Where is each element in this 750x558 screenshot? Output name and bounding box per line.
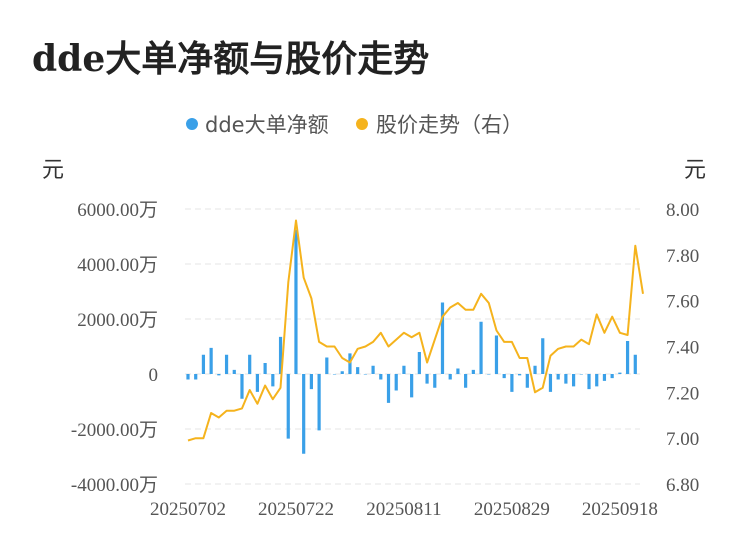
bar	[502, 374, 506, 379]
bar	[587, 374, 591, 390]
bar	[224, 354, 229, 374]
bar	[240, 374, 244, 399]
bar	[417, 352, 421, 374]
bar	[402, 365, 406, 374]
legend-label: dde大单净额	[205, 113, 329, 137]
bar	[618, 372, 622, 374]
bar	[302, 374, 306, 454]
bar	[625, 341, 630, 374]
legend-marker	[186, 118, 198, 130]
bar	[217, 374, 221, 376]
bar	[410, 374, 414, 398]
bar	[371, 365, 375, 374]
bar	[317, 374, 321, 431]
bar	[201, 354, 206, 374]
bar	[494, 335, 499, 374]
bar	[248, 354, 252, 374]
bar	[209, 347, 213, 374]
bar	[525, 374, 529, 388]
bar	[456, 368, 460, 374]
bar	[271, 374, 275, 387]
bar	[194, 374, 198, 380]
bar	[556, 374, 560, 380]
left-tick-label: -4000.00万	[71, 475, 158, 496]
bar	[571, 374, 576, 387]
bar	[448, 374, 452, 380]
bar	[533, 365, 537, 374]
bar	[294, 229, 298, 374]
bar	[232, 369, 236, 374]
x-tick-label: 20250722	[258, 499, 334, 520]
bar	[379, 374, 383, 380]
x-tick-label: 20250829	[474, 499, 550, 520]
bar	[386, 374, 391, 403]
right-tick-label: 8.00	[666, 200, 699, 221]
legend-marker	[356, 118, 368, 130]
bar	[595, 374, 599, 387]
bar	[479, 321, 483, 374]
legend: dde大单净额 股价走势（右）	[186, 113, 523, 137]
right-tick-label: 6.80	[666, 475, 699, 496]
price-line	[187, 219, 644, 442]
bar	[340, 371, 344, 374]
bar	[579, 374, 583, 375]
x-tick-label: 20250918	[582, 499, 658, 520]
bar	[286, 374, 290, 439]
chart-title: dde大单净额与股价走势	[32, 38, 430, 80]
gridlines	[185, 208, 640, 485]
bar	[602, 374, 607, 381]
x-tick-label: 20250702	[150, 499, 226, 520]
legend-label: 股价走势（右）	[376, 113, 523, 137]
right-tick-label: 7.00	[666, 429, 699, 450]
bar	[510, 374, 514, 392]
bar	[564, 374, 568, 384]
bar	[518, 374, 522, 376]
left-tick-label: -2000.00万	[71, 420, 158, 441]
bar	[425, 374, 429, 384]
bar	[363, 374, 367, 375]
bar	[440, 302, 445, 374]
left-tick-label: 0	[149, 365, 159, 386]
right-tick-label: 7.80	[666, 246, 699, 267]
bar	[263, 363, 267, 374]
bar	[278, 336, 283, 374]
bar	[255, 374, 260, 392]
bar	[433, 374, 437, 388]
right-axis-ticks: 8.00 7.80 7.60 7.40 7.20 7.00 6.80	[666, 200, 699, 496]
bar	[610, 374, 614, 379]
bar	[487, 374, 491, 375]
bar	[541, 338, 545, 374]
left-axis-ticks: 6000.00万 4000.00万 2000.00万 0 -2000.00万 -4000.…	[71, 200, 158, 496]
bar	[309, 374, 313, 390]
x-axis-ticks: 20250702 20250722 20250811 20250829 20250918	[150, 499, 658, 520]
right-axis-unit: 元	[684, 158, 706, 183]
right-tick-label: 7.20	[666, 383, 699, 404]
left-axis-unit: 元	[42, 158, 64, 183]
left-tick-label: 2000.00万	[77, 310, 158, 331]
bar	[325, 357, 329, 374]
bar	[464, 374, 468, 388]
bar	[356, 367, 360, 374]
bar-series	[186, 229, 637, 454]
bar	[471, 369, 475, 374]
bar	[348, 353, 352, 374]
bar	[332, 374, 337, 375]
right-tick-label: 7.40	[666, 338, 699, 359]
line-series	[187, 219, 644, 442]
bar	[394, 374, 398, 391]
bar	[633, 354, 637, 374]
right-tick-label: 7.60	[666, 292, 699, 313]
bar	[186, 374, 190, 380]
left-tick-label: 6000.00万	[77, 200, 158, 221]
bar	[548, 374, 553, 392]
x-tick-label: 20250811	[366, 499, 441, 520]
left-tick-label: 4000.00万	[77, 255, 158, 276]
